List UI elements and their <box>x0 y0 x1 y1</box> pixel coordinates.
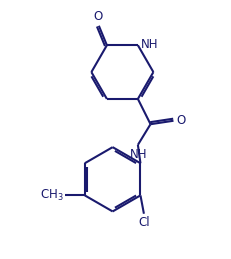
Text: Cl: Cl <box>138 216 150 229</box>
Text: NH: NH <box>141 38 158 51</box>
Text: NH: NH <box>130 148 148 161</box>
Text: O: O <box>176 114 185 127</box>
Text: O: O <box>93 10 102 23</box>
Text: CH$_3$: CH$_3$ <box>40 188 64 203</box>
